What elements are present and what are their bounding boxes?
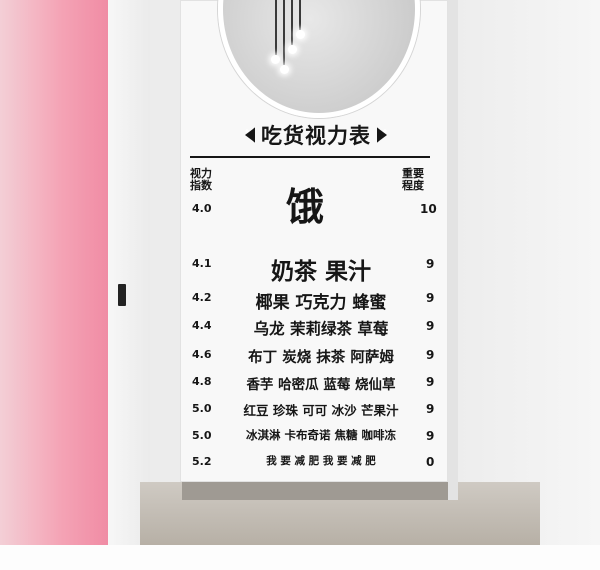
row-words: 布丁 炭烧 抹茶 阿萨姆 [248,350,394,366]
chart-row: 4.0 10 [190,202,442,226]
row-words-largest: 饿 [286,185,325,229]
row-index: 4.2 [192,291,212,304]
chart-row: 4.6 布丁 炭烧 抹茶 阿萨姆 9 [190,346,442,370]
chart-row: 5.2 我 要 减 肥 我 要 减 肥 0 [190,453,442,477]
row-importance: 9 [426,375,435,389]
row-importance: 9 [426,429,435,443]
row-words: 香芋 哈密瓜 蓝莓 烧仙草 [246,377,396,393]
row-words: 红豆 珍珠 可可 冰沙 芒果汁 [243,403,399,418]
pacman-right-icon [377,127,387,143]
row-index: 4.1 [192,257,212,270]
light-bulb [280,65,289,74]
row-importance: 0 [426,455,435,469]
title-text: 吃货视力表 [261,124,371,148]
lamp-cord [291,0,293,45]
pink-wall [0,0,112,545]
row-index: 4.4 [192,319,212,332]
row-index: 5.2 [192,455,212,468]
chart-row: 5.0 红豆 珍珠 可可 冰沙 芒果汁 9 [190,400,442,424]
header-line: 指数 [190,179,212,192]
inner-wall [150,0,182,500]
row-words: 我 要 减 肥 我 要 减 肥 [266,455,376,467]
light-bulb [271,55,280,64]
row-importance: 9 [426,257,435,271]
vision-index-header: 视力 指数 [190,168,212,192]
header-line: 程度 [402,179,424,192]
chart-row: 4.1 奶茶 果汁 9 [190,252,442,285]
row-importance: 9 [426,348,435,362]
chart-row: 4.4 乌龙 茉莉绿茶 草莓 9 [190,317,442,341]
lamp-cord [283,0,285,65]
row-words: 奶茶 果汁 [270,259,371,285]
chart-title: 吃货视力表 [190,120,442,150]
row-importance: 9 [426,402,435,416]
light-bulb [288,45,297,54]
row-index: 5.0 [192,402,212,415]
right-wall [458,0,600,545]
chart-row: 5.0 冰淇淋 卡布奇诺 焦糖 咖啡冻 9 [190,427,442,451]
row-words: 椰果 巧克力 蜂蜜 [255,293,387,313]
title-divider [190,156,430,158]
right-door-frame [448,0,458,500]
chart-row: 4.8 香芋 哈密瓜 蓝莓 烧仙草 9 [190,373,442,397]
lamp-cord [275,0,277,55]
importance-header: 重要 程度 [402,168,424,192]
row-index: 5.0 [192,429,212,442]
header-line: 重要 [402,167,424,180]
row-words: 乌龙 茉莉绿茶 草莓 [253,320,389,338]
lamp-cord [299,0,301,30]
left-door-frame [108,0,156,545]
door-threshold [182,482,448,500]
image-bottom-margin [0,545,600,570]
pacman-left-icon [245,127,255,143]
light-bulb [296,30,305,39]
row-importance: 9 [426,291,435,305]
row-index: 4.6 [192,348,212,361]
row-index: 4.0 [192,202,212,215]
header-line: 视力 [190,167,212,180]
row-index: 4.8 [192,375,212,388]
chart-row: 4.2 椰果 巧克力 蜂蜜 9 [190,288,442,313]
door-latch [118,284,126,306]
row-words: 冰淇淋 卡布奇诺 焦糖 咖啡冻 [245,428,396,442]
row-importance: 10 [420,202,437,216]
row-importance: 9 [426,319,435,333]
